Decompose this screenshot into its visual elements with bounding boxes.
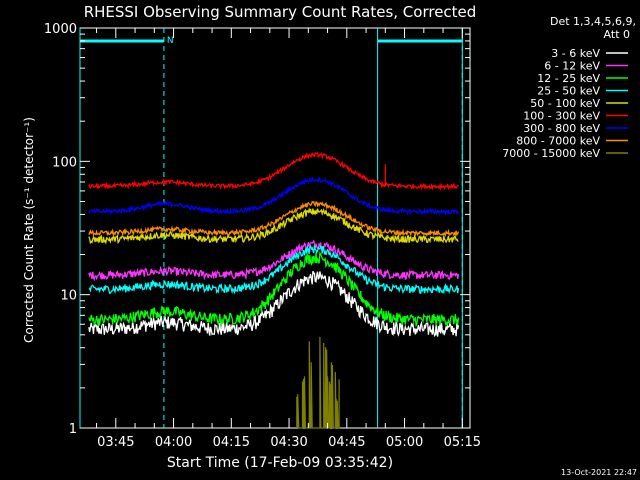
x-tick-label: 04:30 (270, 435, 307, 450)
legend-label: 6 - 12 keV (544, 60, 600, 73)
timestamp: 13-Oct-2021 22:47 (561, 468, 637, 477)
series-line-1 (88, 239, 460, 282)
series-line-0 (88, 270, 460, 338)
legend-label: 800 - 7000 keV (516, 135, 600, 148)
y-tick-label: 1 (69, 422, 77, 437)
x-tick-label: 04:45 (328, 435, 365, 450)
legend-label: 100 - 300 keV (523, 110, 600, 123)
series-line-5 (88, 152, 459, 191)
x-tick-label: 05:15 (444, 435, 481, 450)
series-line-7000-15000-kev (296, 336, 340, 429)
x-tick-label: 03:45 (97, 435, 134, 450)
legend-title-line-1: Det 1,3,4,5,6,9, (550, 15, 636, 28)
y-tick-label: 100 (52, 155, 77, 170)
series-line-7 (88, 200, 460, 238)
axis-ticks: 1 10 100 1000 03:45 04:00 04:15 04:30 04:45 05:00… (44, 22, 481, 450)
legend-title-line-2: Att 0 (604, 28, 630, 41)
saa-marker: N (167, 36, 174, 46)
chart-title: RHESSI Observing Summary Count Rates, Co… (84, 3, 477, 21)
series-line-6 (88, 176, 460, 216)
legend-label: 12 - 25 keV (537, 72, 600, 85)
legend-label: 50 - 100 keV (530, 97, 600, 110)
legend-label: 3 - 6 keV (551, 47, 600, 60)
x-axis-label: Start Time (17-Feb-09 03:35:42) (167, 455, 393, 471)
legend-label: 25 - 50 keV (537, 85, 600, 98)
series-line-2 (88, 251, 460, 328)
x-tick-label: 04:15 (213, 435, 250, 450)
x-tick-label: 04:00 (155, 435, 192, 450)
legend-label: 300 - 800 keV (523, 122, 600, 135)
y-axis-label: Corrected Count Rate (s⁻¹ detector⁻¹) (22, 117, 36, 343)
legend-label: 7000 - 15000 keV (502, 147, 600, 160)
x-tick-label: 05:00 (386, 435, 423, 450)
series-line-4 (88, 207, 459, 245)
series-line-3 (88, 244, 460, 295)
series-lines: N (79, 28, 463, 429)
y-tick-label: 1000 (44, 22, 77, 37)
y-tick-label: 10 (60, 289, 77, 304)
